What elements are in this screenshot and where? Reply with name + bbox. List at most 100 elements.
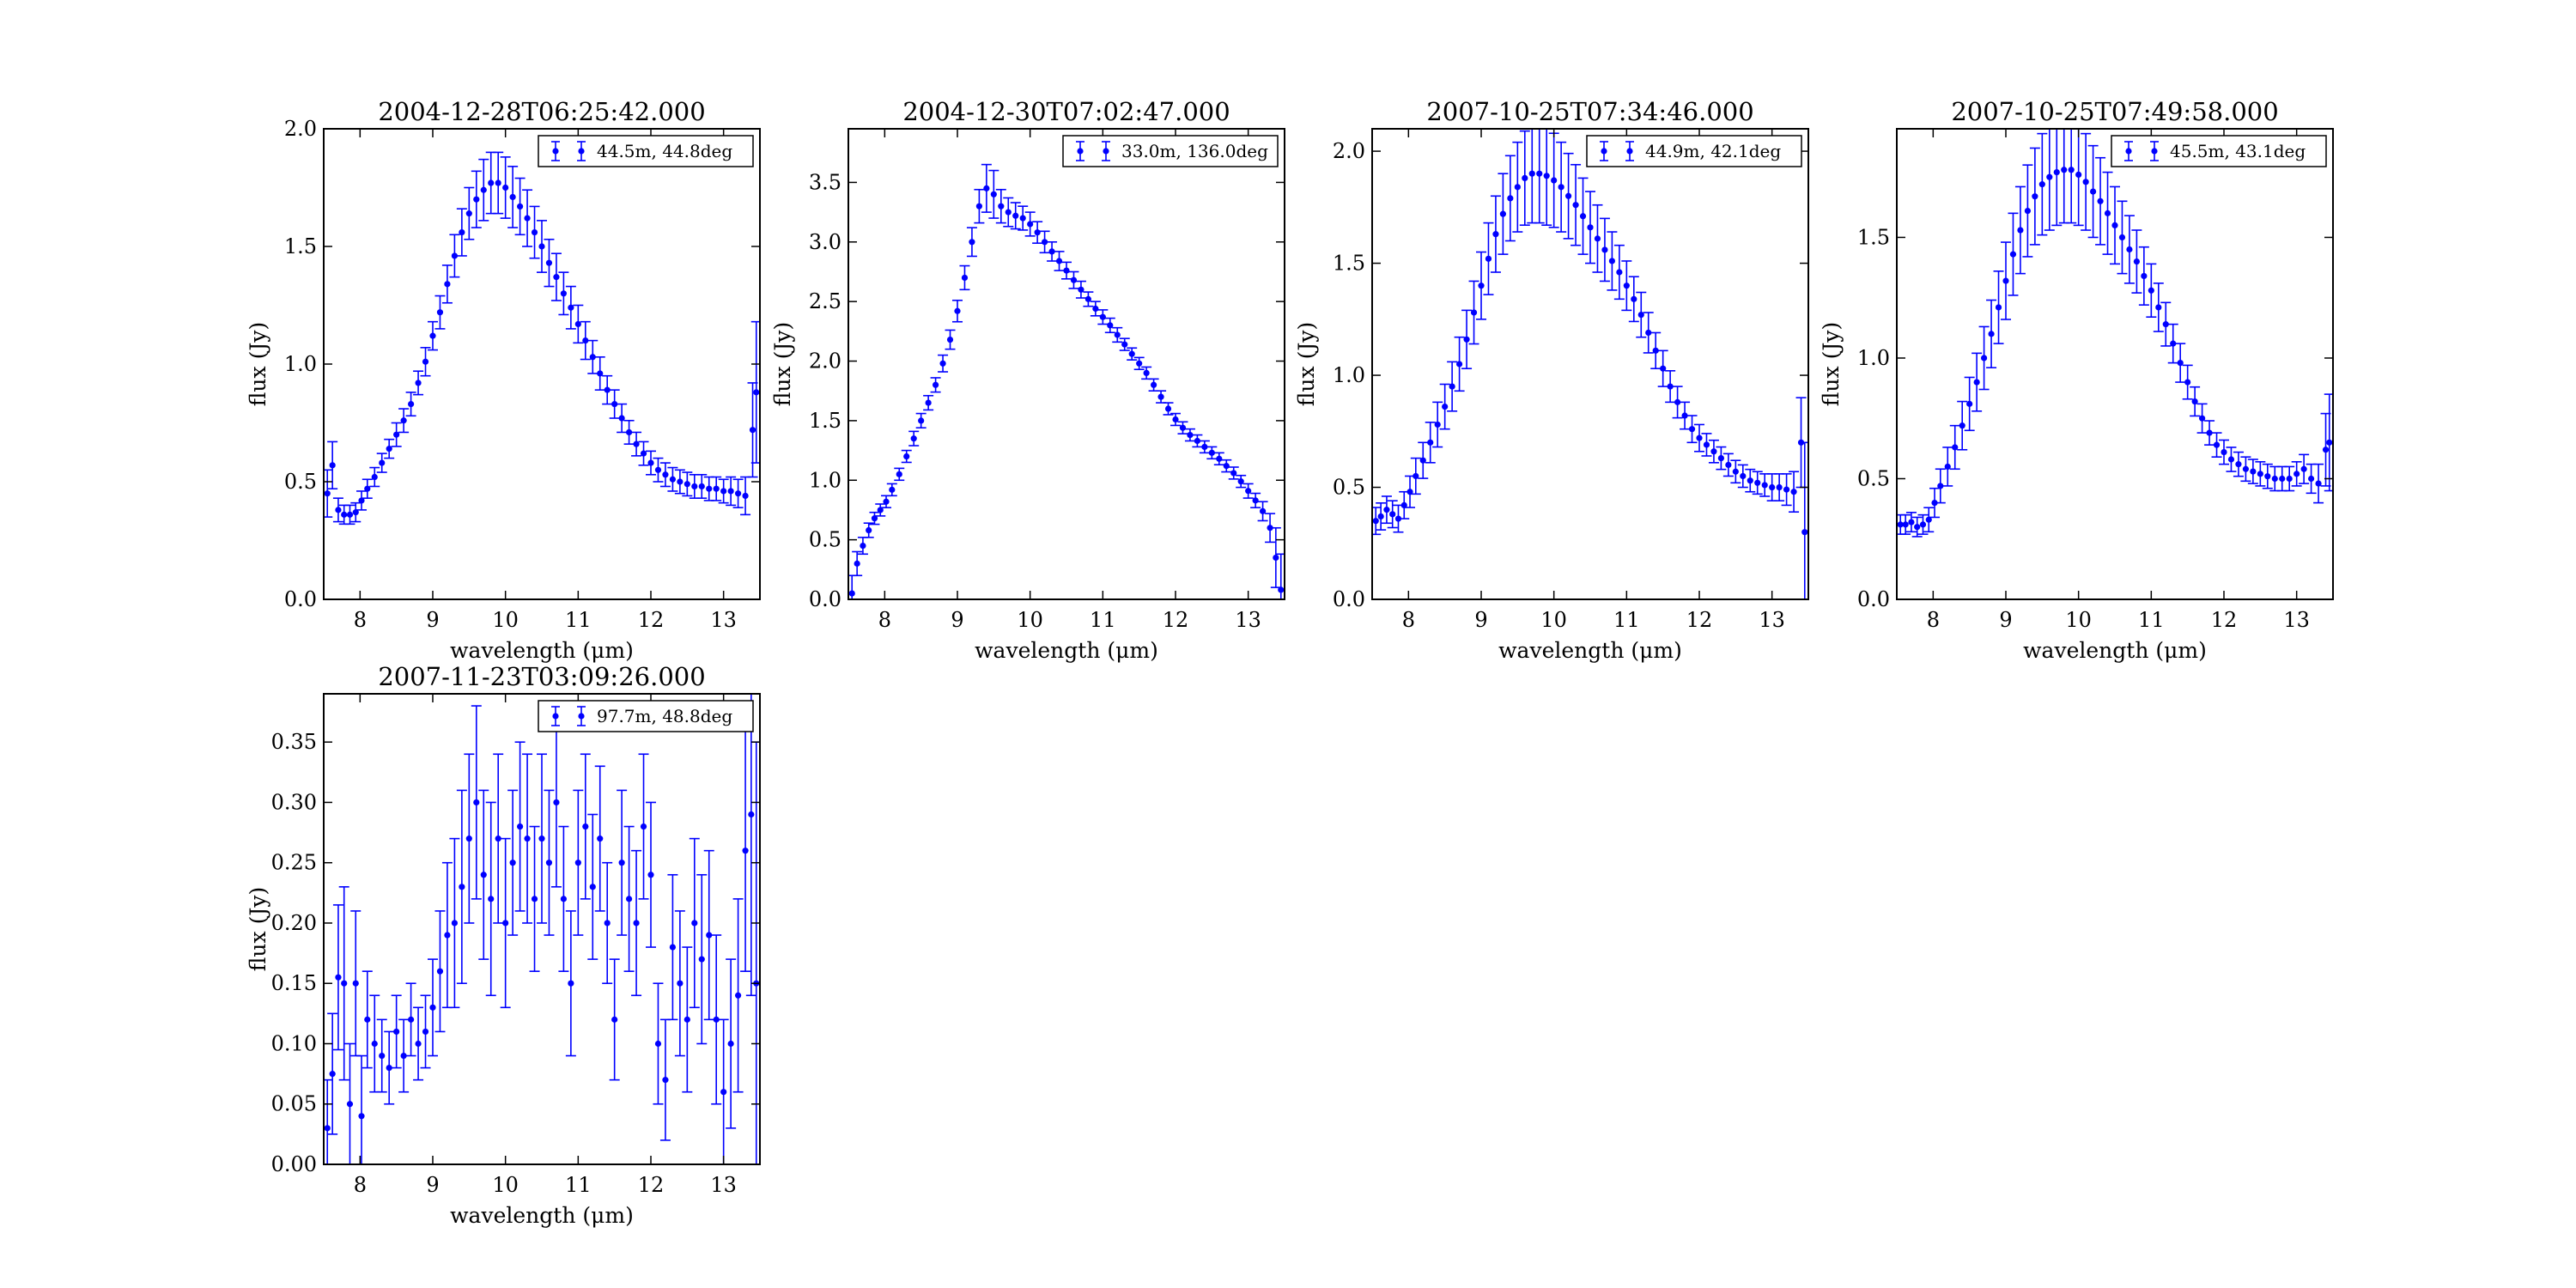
data-point bbox=[1703, 441, 1710, 448]
subplot-1: 8 9 10 11 12 13 0.0 0.5 1.0 1.5 2.0 2004-12-28T06:2… bbox=[246, 97, 761, 663]
data-point bbox=[1499, 210, 1506, 217]
y-tick-label: 1.5 bbox=[284, 234, 317, 258]
data-point bbox=[1019, 215, 1026, 222]
data-point bbox=[2235, 461, 2242, 468]
x-tick-label: 9 bbox=[1999, 608, 2012, 632]
data-point bbox=[560, 290, 568, 297]
data-point bbox=[1048, 248, 1055, 255]
data-point bbox=[1237, 478, 1244, 485]
data-point bbox=[1587, 224, 1594, 231]
data-point bbox=[2053, 168, 2060, 176]
data-point bbox=[2264, 473, 2271, 480]
data-point bbox=[1389, 511, 1396, 518]
data-point bbox=[1623, 283, 1630, 289]
y-tick-label: 3.0 bbox=[809, 230, 841, 254]
legend: 45.5m, 43.1deg bbox=[2111, 135, 2327, 167]
data-point bbox=[329, 1071, 336, 1078]
x-tick-label: 12 bbox=[1686, 608, 1713, 632]
legend-label: 33.0m, 136.0deg bbox=[1121, 141, 1268, 161]
y-tick-label: 0.05 bbox=[271, 1092, 317, 1116]
data-point bbox=[358, 1113, 365, 1120]
data-point bbox=[1128, 350, 1135, 357]
series-1 bbox=[848, 163, 1285, 599]
data-point bbox=[1717, 455, 1724, 462]
legend-marker bbox=[2125, 148, 2132, 155]
data-point bbox=[1442, 403, 1449, 410]
axes-frame bbox=[1896, 128, 2334, 600]
x-axis-label: wavelength (μm) bbox=[2023, 638, 2207, 663]
data-point bbox=[538, 243, 545, 250]
data-point bbox=[1070, 276, 1078, 283]
data-point bbox=[2177, 359, 2184, 367]
data-point bbox=[2104, 210, 2111, 216]
data-point bbox=[352, 980, 359, 987]
data-point bbox=[2279, 475, 2286, 483]
data-point bbox=[2148, 287, 2154, 294]
data-point bbox=[2118, 234, 2126, 241]
x-tick-label: 12 bbox=[638, 1173, 665, 1197]
data-point bbox=[2090, 188, 2097, 195]
y-axis-label: flux (Jy) bbox=[1819, 322, 1844, 406]
axes-frame bbox=[323, 128, 761, 600]
data-point bbox=[1383, 507, 1390, 513]
data-point bbox=[883, 498, 890, 505]
x-tick-label: 11 bbox=[2138, 608, 2165, 632]
y-axis-label: flux (Jy) bbox=[1294, 322, 1319, 406]
data-point bbox=[2009, 251, 2017, 258]
data-point bbox=[2191, 398, 2198, 405]
subplot-title: 2004-12-30T07:02:47.000 bbox=[902, 97, 1230, 126]
data-point bbox=[509, 860, 516, 866]
data-point bbox=[1908, 519, 1915, 526]
data-point bbox=[324, 490, 331, 497]
series-1 bbox=[1897, 129, 2333, 538]
data-point bbox=[1492, 231, 1499, 238]
legend-label: 44.5m, 44.8deg bbox=[597, 141, 732, 161]
data-point bbox=[1601, 246, 1608, 253]
data-point bbox=[517, 203, 524, 210]
legend-marker bbox=[2151, 148, 2158, 155]
data-point bbox=[669, 476, 677, 483]
y-axis-label: flux (Jy) bbox=[246, 887, 270, 971]
axes-frame bbox=[323, 693, 761, 1165]
data-point bbox=[524, 835, 531, 842]
data-point bbox=[386, 1064, 392, 1072]
data-point bbox=[1740, 472, 1747, 480]
data-point bbox=[2257, 471, 2263, 477]
data-point bbox=[1107, 322, 1114, 329]
data-point bbox=[1027, 221, 1034, 228]
x-tick-label: 11 bbox=[1090, 608, 1116, 632]
data-point bbox=[983, 185, 990, 191]
data-point bbox=[1897, 521, 1904, 528]
data-point bbox=[352, 509, 359, 516]
data-point bbox=[2046, 173, 2053, 180]
data-point bbox=[720, 488, 727, 495]
data-point bbox=[2075, 171, 2082, 178]
data-point bbox=[473, 196, 480, 203]
data-point bbox=[2227, 456, 2235, 463]
y-tick-label: 0.20 bbox=[271, 911, 317, 935]
data-point bbox=[1194, 437, 1200, 445]
data-point bbox=[1919, 521, 1927, 528]
data-point bbox=[386, 446, 392, 453]
data-point bbox=[1959, 422, 1965, 429]
data-point bbox=[2082, 179, 2089, 185]
data-point bbox=[633, 920, 640, 927]
y-tick-label: 0.5 bbox=[284, 470, 317, 494]
data-point bbox=[400, 1052, 407, 1060]
data-point bbox=[1245, 488, 1252, 495]
data-point bbox=[1608, 258, 1615, 264]
data-point bbox=[1273, 554, 1279, 562]
data-point bbox=[488, 179, 495, 186]
subplot-title: 2007-10-25T07:49:58.000 bbox=[1951, 97, 2278, 126]
x-tick-label: 8 bbox=[354, 1173, 367, 1197]
data-point bbox=[990, 191, 997, 197]
data-point bbox=[698, 956, 705, 963]
data-point bbox=[1790, 489, 1797, 495]
data-point bbox=[848, 590, 855, 597]
data-point bbox=[2111, 222, 2118, 229]
data-point bbox=[1260, 507, 1267, 514]
data-point bbox=[640, 450, 647, 457]
data-point bbox=[611, 400, 618, 408]
data-point bbox=[939, 360, 946, 367]
data-point bbox=[2242, 465, 2249, 472]
